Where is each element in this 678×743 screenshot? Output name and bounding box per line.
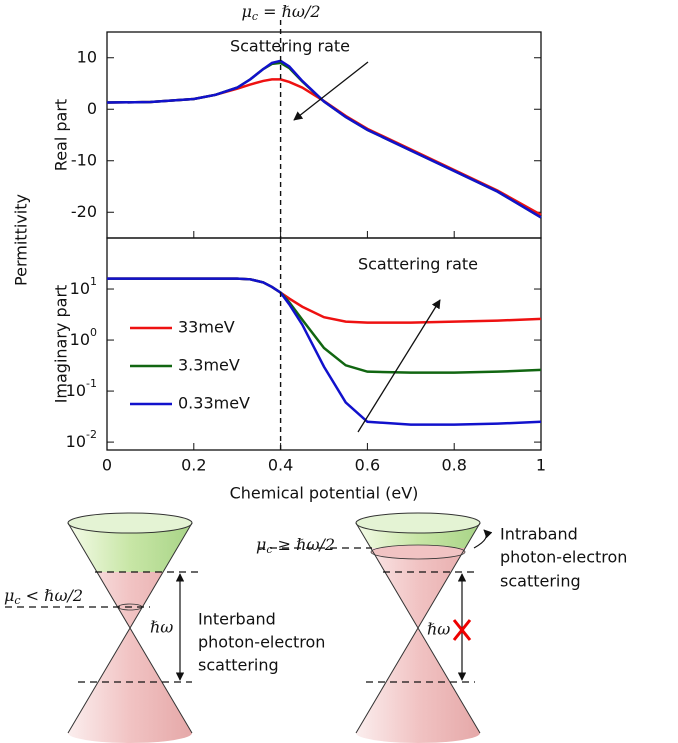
x-tick-label: 0 [102, 456, 112, 475]
line [106, 59, 542, 219]
mu-sub: c [14, 594, 20, 607]
mu-rest: < ℏω/2 [21, 586, 84, 605]
y-tick-power: 0 [90, 326, 97, 339]
y-tick-label: 10-1 [66, 377, 97, 400]
arrow [357, 299, 441, 433]
gap-label: ℏω [150, 618, 173, 637]
y-axis-label: Imaginary part [52, 285, 71, 404]
mu-label: μc < ℏω/2 [4, 586, 83, 608]
y-tick-base: 10 [66, 432, 86, 451]
cone-right [258, 512, 493, 743]
mu-label: μc ≥ ℏω/2 [256, 535, 335, 557]
legend-label: 33meV [178, 318, 235, 337]
x-tick-label: 0.6 [355, 456, 380, 475]
mu-sub: c [266, 543, 272, 556]
x-tick-label: 0.8 [441, 456, 466, 475]
y-tick-label: -10 [71, 150, 97, 169]
x-axis-label: Chemical potential (eV) [230, 484, 419, 503]
mu-symbol: μ [4, 586, 14, 605]
annotation: Scattering rate [358, 255, 478, 274]
line [107, 277, 542, 426]
y-tick-label: 10 [77, 47, 97, 66]
y-axis-label: Permittivity [12, 194, 31, 286]
y-tick-label: -20 [71, 202, 97, 221]
line [107, 277, 542, 374]
diagram-text: Interband [198, 610, 276, 629]
y-tick-base: 10 [66, 381, 86, 400]
y-axis-label: Real part [52, 99, 71, 171]
plot-frame [106, 237, 542, 451]
y-tick-base: 10 [70, 330, 90, 349]
y-tick-label: 101 [70, 275, 97, 298]
x-tick-label: 0.2 [181, 456, 206, 475]
diagram-text: scattering [500, 572, 581, 591]
diagram-text: photon-electron [500, 548, 627, 567]
mu-symbol: μ [256, 535, 266, 554]
x-tick-label: 1 [536, 456, 546, 475]
annotation: Scattering rate [230, 37, 350, 56]
mu-rest: ≥ ℏω/2 [273, 535, 336, 554]
line [106, 61, 542, 219]
mu-label: μc = ℏω/2 [241, 2, 320, 24]
cone-left [5, 512, 198, 743]
line [107, 277, 542, 324]
arrow [293, 61, 369, 121]
mu-sub: c [252, 10, 258, 23]
y-tick-label: 100 [70, 326, 97, 349]
legend-label: 0.33meV [178, 394, 250, 413]
mu-rest: = ℏω/2 [258, 2, 321, 21]
y-tick-base: 10 [70, 279, 90, 298]
y-tick-power: -1 [86, 377, 97, 390]
diagram-text: scattering [198, 656, 279, 675]
diagram-text: photon-electron [198, 633, 325, 652]
plot-frame [106, 31, 542, 239]
y-tick-power: 1 [90, 275, 97, 288]
y-tick-power: -2 [86, 428, 97, 441]
mu-symbol: μ [241, 2, 251, 21]
legend-label: 3.3meV [178, 356, 240, 375]
gap-label: ℏω [427, 620, 450, 639]
y-tick-label: 0 [87, 99, 97, 118]
x-tick-label: 0.4 [268, 456, 293, 475]
y-tick-label: 10-2 [66, 428, 97, 451]
diagram-text: Intraband [500, 525, 578, 544]
